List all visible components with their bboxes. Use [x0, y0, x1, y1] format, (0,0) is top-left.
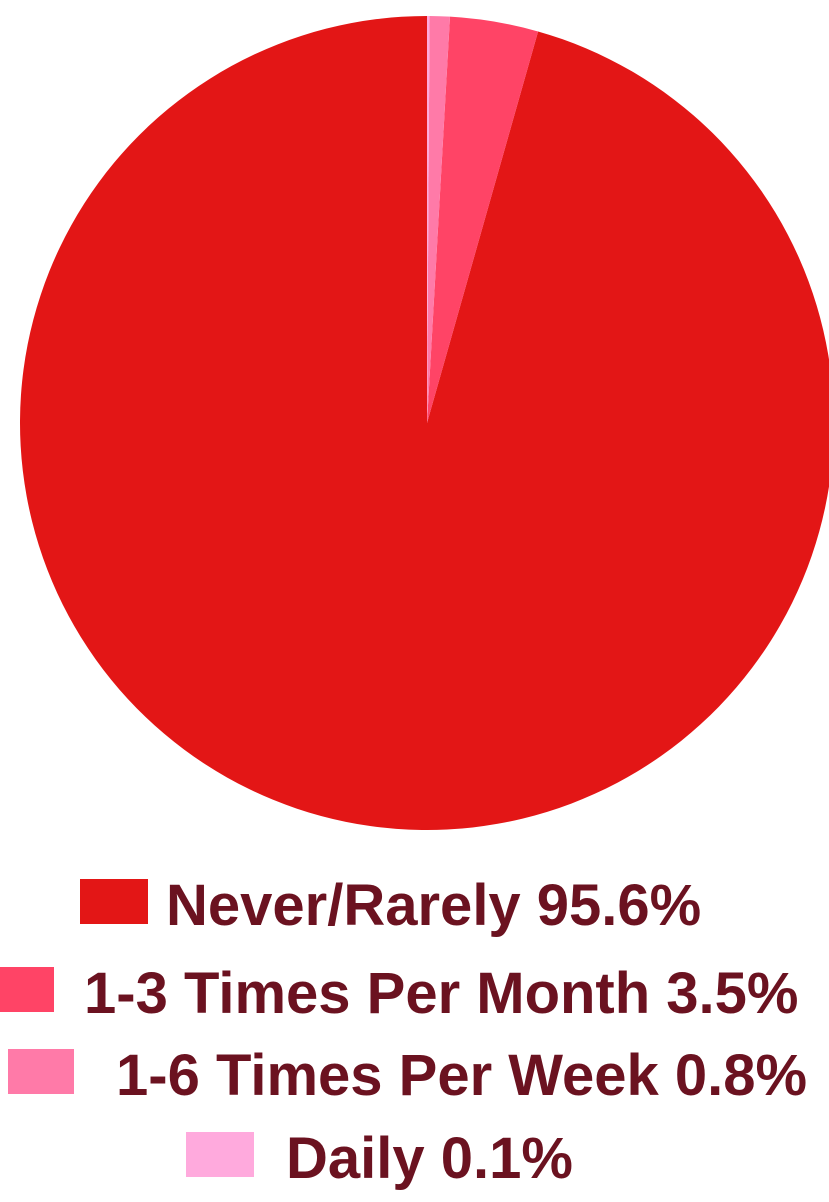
pie-slice-2 [427, 16, 451, 424]
pie-slice-1 [427, 16, 539, 423]
pie-slices [20, 16, 829, 830]
legend-swatch-1 [0, 967, 54, 1012]
legend-label-1: 1-3 Times Per Month 3.5% [84, 961, 799, 1026]
legend-swatch-2 [8, 1049, 74, 1094]
legend-label-3: Daily 0.1% [286, 1126, 573, 1191]
legend-label-2: 1-6 Times Per Week 0.8% [116, 1043, 807, 1108]
legend: Never/Rarely 95.6% 1-3 Times Per Month 3.… [0, 873, 807, 1191]
pie-slice-0 [20, 16, 829, 830]
pie-slice-3 [427, 16, 430, 423]
legend-swatch-3 [186, 1132, 254, 1177]
legend-label-0: Never/Rarely 95.6% [166, 873, 701, 938]
legend-swatch-0 [80, 879, 148, 924]
